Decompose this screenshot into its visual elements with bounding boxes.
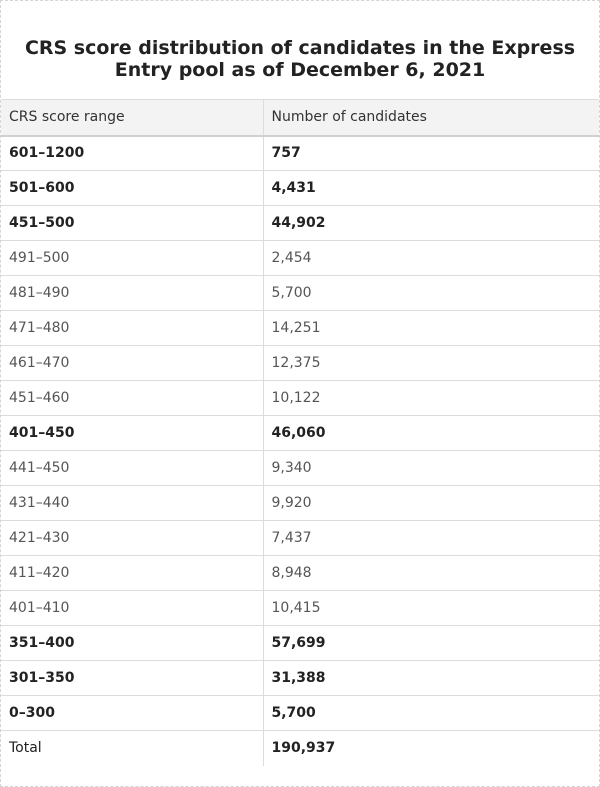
candidate-count-cell: 12,375 [262, 345, 599, 381]
candidate-count-cell: 9,920 [262, 485, 599, 521]
score-range-cell: 481–490 [1, 275, 263, 311]
table-row: 351–400 57,699 [1, 625, 599, 661]
candidate-count-cell: 5,700 [262, 695, 599, 731]
table-row: 431–440 9,920 [1, 485, 599, 521]
candidate-count-cell: 5,700 [262, 275, 599, 311]
table-row: 501–600 4,431 [1, 170, 599, 206]
candidate-count-cell: 8,948 [262, 555, 599, 591]
table-row: 441–450 9,340 [1, 450, 599, 486]
table-row: 411–420 8,948 [1, 555, 599, 591]
total-count-cell: 190,937 [262, 730, 599, 766]
candidate-count-cell: 14,251 [262, 310, 599, 346]
score-range-cell: 301–350 [1, 660, 263, 696]
score-range-cell: 351–400 [1, 625, 263, 661]
table-row: 491–500 2,454 [1, 240, 599, 276]
score-range-cell: 411–420 [1, 555, 263, 591]
table-caption-line-2: Entry pool as of December 6, 2021 [114, 59, 486, 81]
candidate-count-cell: 10,122 [262, 380, 599, 416]
score-range-cell: 471–480 [1, 310, 263, 346]
table-row: 401–450 46,060 [1, 415, 599, 451]
score-range-cell: 401–450 [1, 415, 263, 451]
table-body: 601–1200 757 501–600 4,431 451–500 44,902 491–… [1, 135, 599, 766]
table-row: 421–430 7,437 [1, 520, 599, 556]
table-row: 301–350 31,388 [1, 660, 599, 696]
candidate-count-cell: 2,454 [262, 240, 599, 276]
candidate-count-cell: 757 [262, 135, 599, 171]
table-row: 451–460 10,122 [1, 380, 599, 416]
score-range-cell: 421–430 [1, 520, 263, 556]
score-range-cell: 441–450 [1, 450, 263, 486]
header-row: CRS score range Number of candidates [1, 99, 599, 137]
candidate-count-cell: 46,060 [262, 415, 599, 451]
candidate-count-cell: 44,902 [262, 205, 599, 241]
score-range-cell: 601–1200 [1, 135, 263, 171]
score-range-cell: 461–470 [1, 345, 263, 381]
table-caption-line-1: CRS score distribution of candidates in … [24, 37, 576, 59]
crs-distribution-table: CRS score range Number of candidates 601… [1, 99, 599, 766]
header-number-of-candidates: Number of candidates [262, 99, 599, 137]
score-range-cell: 491–500 [1, 240, 263, 276]
candidate-count-cell: 10,415 [262, 590, 599, 626]
header-crs-score-range: CRS score range [1, 99, 263, 137]
total-label-cell: Total [1, 730, 263, 766]
table-row: 461–470 12,375 [1, 345, 599, 381]
candidate-count-cell: 57,699 [262, 625, 599, 661]
score-range-cell: 451–500 [1, 205, 263, 241]
total-row: Total 190,937 [1, 730, 599, 766]
score-range-cell: 431–440 [1, 485, 263, 521]
table-row: 451–500 44,902 [1, 205, 599, 241]
table-row: 601–1200 757 [1, 135, 599, 171]
candidate-count-cell: 9,340 [262, 450, 599, 486]
table-caption: CRS score distribution of candidates in … [1, 1, 599, 99]
score-range-cell: 501–600 [1, 170, 263, 206]
score-range-cell: 0–300 [1, 695, 263, 731]
table-row: 471–480 14,251 [1, 310, 599, 346]
candidate-count-cell: 31,388 [262, 660, 599, 696]
score-range-cell: 451–460 [1, 380, 263, 416]
candidate-count-cell: 7,437 [262, 520, 599, 556]
table-header: CRS score range Number of candidates [1, 99, 599, 137]
table-row: 401–410 10,415 [1, 590, 599, 626]
score-range-cell: 401–410 [1, 590, 263, 626]
table-row: 481–490 5,700 [1, 275, 599, 311]
candidate-count-cell: 4,431 [262, 170, 599, 206]
table-row: 0–300 5,700 [1, 695, 599, 731]
